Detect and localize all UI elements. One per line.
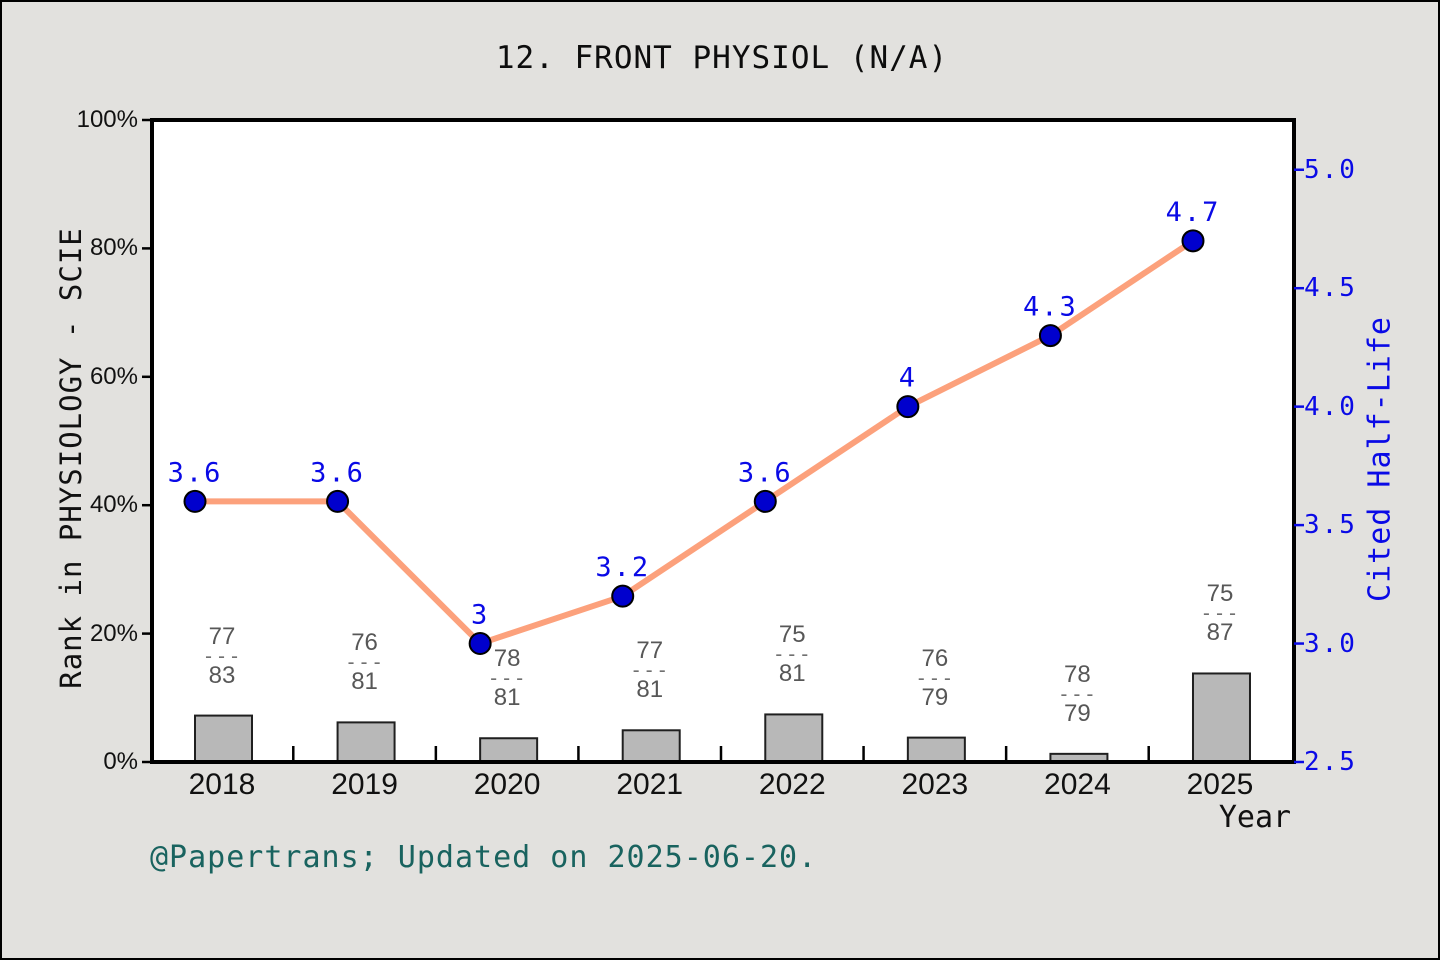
rank-numerator: 75 bbox=[778, 621, 806, 649]
left-tick-label: 0% bbox=[103, 748, 138, 775]
fraction-divider: --- bbox=[345, 650, 385, 675]
rank-bar bbox=[621, 729, 681, 764]
x-tick-label: 2023 bbox=[901, 768, 969, 801]
rank-denominator: 79 bbox=[921, 683, 949, 711]
x-tick-label: 2022 bbox=[758, 768, 826, 801]
data-point-marker bbox=[611, 584, 635, 608]
data-point-marker bbox=[183, 489, 207, 513]
rank-bar bbox=[479, 737, 539, 763]
rank-denominator: 83 bbox=[208, 661, 236, 689]
left-axis-label: Rank in PHYSIOLOGY - SCIE bbox=[54, 227, 88, 689]
x-tick-label: 2018 bbox=[188, 768, 256, 801]
right-tick-label: 3.0 bbox=[1304, 628, 1357, 659]
rank-denominator: 79 bbox=[1064, 699, 1091, 727]
rank-fraction-label: 75 --- 87 bbox=[1170, 581, 1270, 646]
right-tick-label: 5.0 bbox=[1304, 154, 1357, 185]
fraction-divider: --- bbox=[630, 658, 670, 683]
data-point-label: 3.2 bbox=[595, 552, 650, 583]
x-axis-label: Year bbox=[1218, 800, 1292, 835]
plot-border bbox=[150, 118, 1296, 764]
rank-numerator: 76 bbox=[351, 629, 378, 657]
rank-bar bbox=[336, 721, 396, 764]
rank-bar bbox=[194, 714, 253, 763]
rank-numerator: 77 bbox=[636, 637, 664, 665]
fraction-divider: --- bbox=[487, 666, 527, 691]
data-point-label: 3 bbox=[471, 600, 489, 631]
data-point-label: 3.6 bbox=[168, 457, 223, 488]
rank-numerator: 75 bbox=[1206, 580, 1234, 608]
x-tick-label: 2025 bbox=[1186, 768, 1254, 801]
rank-denominator: 87 bbox=[1206, 619, 1234, 647]
rank-denominator: 81 bbox=[778, 660, 806, 688]
rank-numerator: 78 bbox=[1064, 660, 1091, 688]
rank-denominator: 81 bbox=[493, 684, 521, 712]
left-tick-label: 20% bbox=[89, 619, 138, 647]
data-point-label: 3.6 bbox=[738, 457, 793, 488]
fraction-divider: --- bbox=[1057, 681, 1097, 706]
left-tick-label: 80% bbox=[89, 234, 138, 262]
rank-fraction-label: 76 --- 81 bbox=[315, 630, 415, 695]
data-point-marker bbox=[896, 395, 920, 419]
rank-fraction-label: 78 --- 81 bbox=[457, 646, 557, 711]
data-point-marker bbox=[1038, 324, 1062, 348]
rank-denominator: 81 bbox=[636, 676, 664, 704]
fraction-divider: --- bbox=[1200, 601, 1240, 626]
rank-numerator: 77 bbox=[208, 622, 236, 650]
data-point-label: 4.7 bbox=[1166, 197, 1221, 228]
right-tick-label: 2.5 bbox=[1304, 747, 1357, 777]
data-point-label: 3.6 bbox=[310, 457, 365, 488]
x-tick-label: 2020 bbox=[473, 768, 541, 801]
rank-fraction-label: 78 --- 79 bbox=[1027, 660, 1127, 727]
x-tick-label: 2021 bbox=[616, 768, 684, 801]
cited-half-life-line bbox=[192, 237, 1196, 647]
rank-bar bbox=[1191, 672, 1251, 763]
fraction-divider: --- bbox=[772, 642, 812, 667]
x-tick-label: 2024 bbox=[1044, 768, 1111, 801]
rank-bar bbox=[906, 736, 966, 764]
data-point-marker bbox=[468, 632, 492, 656]
data-point-marker bbox=[1181, 229, 1205, 253]
rank-numerator: 76 bbox=[921, 644, 949, 672]
right-axis-label: Cited Half-Life bbox=[1362, 316, 1398, 602]
rank-fraction-label: 75 --- 81 bbox=[742, 622, 842, 687]
left-tick-label: 100% bbox=[76, 106, 138, 133]
rank-fraction-label: 76 --- 79 bbox=[885, 644, 985, 711]
right-tick-label: 3.5 bbox=[1304, 510, 1357, 541]
data-point-label: 4 bbox=[899, 363, 917, 394]
x-tick-label: 2019 bbox=[331, 768, 398, 801]
chart-title: 12. FRONT PHYSIOL (N/A) bbox=[495, 40, 949, 76]
data-point-marker bbox=[326, 489, 350, 513]
left-tick-label: 40% bbox=[89, 491, 138, 519]
rank-bar bbox=[764, 713, 824, 763]
footer-credit: @Papertrans; Updated on 2025-06-20. bbox=[150, 840, 818, 875]
right-tick-label: 4.0 bbox=[1304, 391, 1357, 422]
plot-area bbox=[152, 120, 1294, 762]
right-tick-label: 4.5 bbox=[1304, 273, 1357, 304]
fraction-divider: --- bbox=[202, 643, 242, 668]
data-point-marker bbox=[753, 489, 777, 513]
rank-fraction-label: 77 --- 83 bbox=[172, 622, 272, 689]
fraction-divider: --- bbox=[915, 665, 955, 690]
left-tick-label: 60% bbox=[89, 362, 138, 390]
rank-numerator: 78 bbox=[493, 645, 521, 673]
rank-fraction-label: 77 --- 81 bbox=[600, 638, 700, 703]
data-point-label: 4.3 bbox=[1023, 292, 1078, 323]
rank-denominator: 81 bbox=[351, 668, 378, 696]
